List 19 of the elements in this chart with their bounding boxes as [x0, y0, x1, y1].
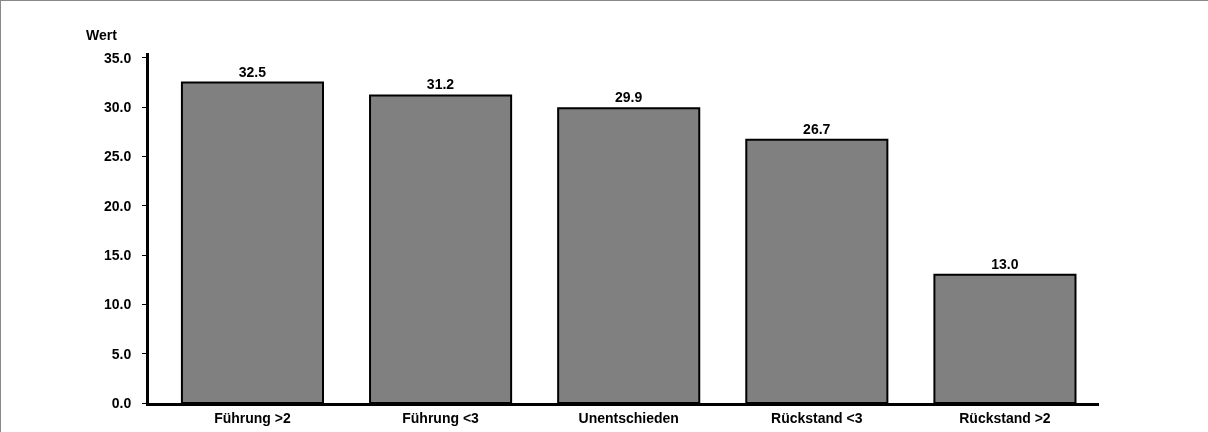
y-tick-label: 5.0	[111, 345, 132, 362]
x-tick-label: Rückstand >2	[959, 409, 1051, 426]
x-tick-label: Unentschieden	[578, 409, 679, 426]
data-label: 26.7	[803, 120, 831, 137]
y-tick-label: 20.0	[103, 197, 132, 214]
y-tick-label: 25.0	[103, 148, 132, 165]
data-label: 31.2	[426, 76, 455, 93]
y-tick-label: 35.0	[103, 49, 132, 66]
x-tick-label: Führung >2	[214, 409, 291, 426]
y-axis-title: Wert	[86, 27, 118, 43]
data-label: 29.9	[614, 89, 643, 106]
y-tick-label: 15.0	[103, 247, 132, 264]
y-tick-label: 0.0	[111, 394, 132, 411]
x-tick-label: Führung <3	[402, 409, 480, 426]
data-label: 13.0	[991, 255, 1019, 272]
x-tick-label: Rückstand <3	[771, 409, 863, 426]
data-label: 32.5	[238, 63, 267, 80]
y-tick-label: 10.0	[103, 296, 132, 313]
y-tick-label: 30.0	[103, 99, 132, 116]
